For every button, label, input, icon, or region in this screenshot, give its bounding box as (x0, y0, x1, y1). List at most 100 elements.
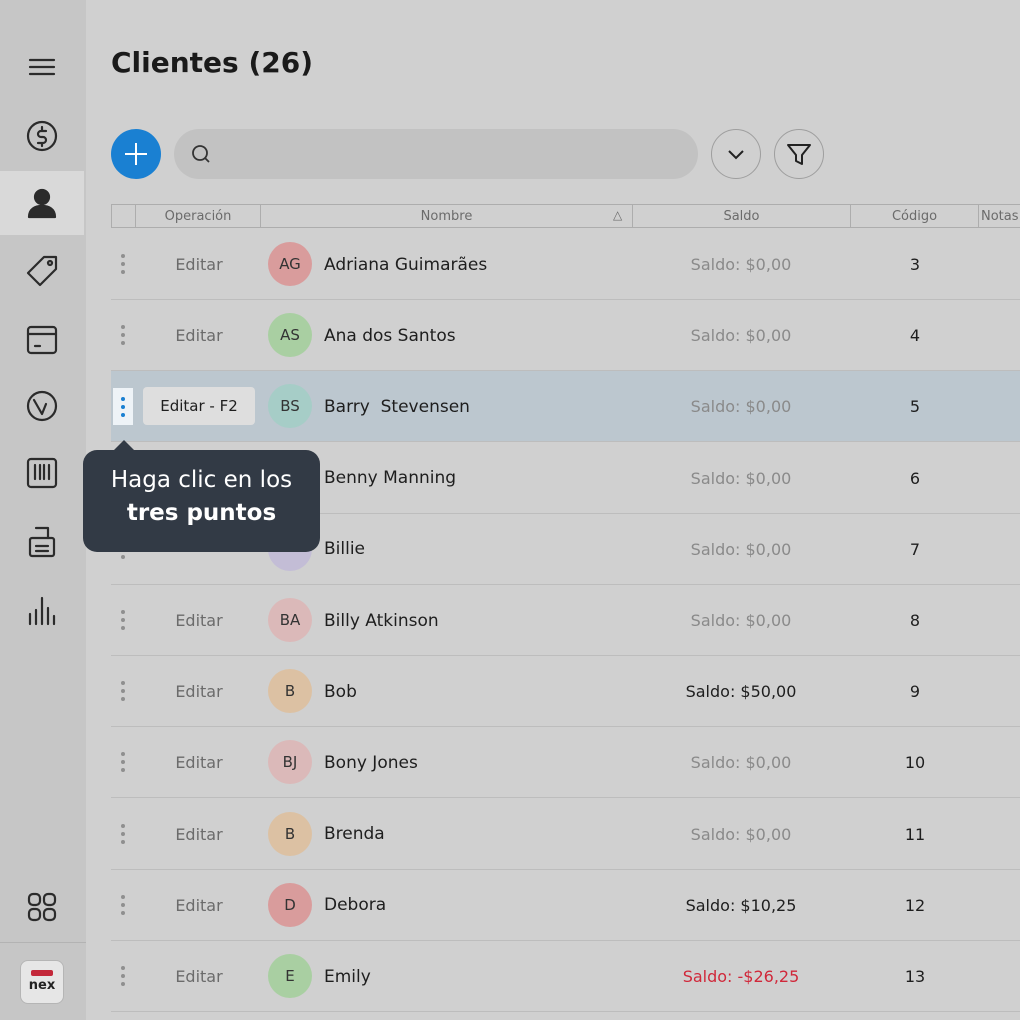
client-name[interactable]: Brenda (324, 824, 385, 845)
menu-dot (121, 270, 125, 274)
menu-dot (121, 341, 125, 346)
edit-button[interactable]: Editar (175, 326, 223, 346)
tooltip: Haga clic en los tres puntos (83, 440, 320, 552)
menu-dot (121, 618, 125, 622)
row-menu-button[interactable] (113, 749, 133, 775)
reports-icon[interactable] (22, 590, 62, 630)
menu-dot (121, 325, 125, 330)
row-menu-button[interactable] (113, 322, 133, 348)
row-menu-button[interactable] (113, 963, 133, 989)
menu-icon[interactable] (22, 47, 62, 87)
divider (0, 942, 86, 943)
balance: Saldo: $0,00 (690, 539, 792, 559)
edit-button[interactable]: Editar (175, 967, 223, 986)
register-icon[interactable] (22, 522, 62, 562)
edit-button[interactable]: Editar (175, 895, 223, 915)
menu-dot (121, 966, 125, 970)
menu-dot (121, 626, 125, 630)
client-name[interactable]: Barry Stevensen (324, 396, 470, 417)
clients-icon[interactable] (22, 184, 62, 224)
table-row[interactable]: Editar BJ Bony Jones Saldo: $0,00 10 (111, 727, 1020, 799)
client-code: 3 (909, 255, 921, 274)
table-row[interactable]: Editar AS Ana dos Santos Saldo: $0,00 4 (111, 300, 1020, 372)
client-code: 8 (909, 611, 921, 630)
logo[interactable]: nex (20, 960, 64, 1004)
menu-dot (121, 405, 125, 410)
client-name[interactable]: Emily (324, 966, 371, 987)
client-name[interactable]: Benny Manning (324, 468, 457, 489)
menu-dot (121, 823, 125, 828)
menu-dot (121, 689, 125, 694)
avatar: E (268, 954, 312, 998)
balance: Saldo: $0,00 (690, 753, 792, 773)
row-menu-button[interactable] (113, 607, 133, 633)
client-name[interactable]: Bony Jones (324, 752, 418, 773)
menu-dot (121, 697, 125, 702)
add-button[interactable] (111, 129, 161, 179)
client-name[interactable]: Ana dos Santos (324, 325, 456, 346)
apps-icon[interactable] (22, 887, 62, 927)
table-row[interactable]: Editar D Debora Saldo: $10,25 12 (111, 870, 1020, 941)
client-name[interactable]: Bob (324, 681, 357, 702)
edit-button[interactable]: Editar - F2 (143, 387, 255, 426)
client-name[interactable]: Billy Atkinson (324, 610, 439, 631)
column-header[interactable]: Operación (136, 204, 261, 228)
column-header[interactable]: Código (851, 204, 979, 228)
logo-mark (31, 970, 53, 976)
filter-button[interactable] (774, 129, 824, 179)
avatar: BA (268, 598, 312, 642)
column-header[interactable]: Saldo (633, 204, 851, 228)
row-menu-button[interactable] (113, 678, 133, 704)
sales-icon[interactable] (22, 116, 62, 156)
edit-button[interactable]: Editar (175, 611, 223, 630)
expand-button[interactable] (711, 129, 761, 179)
client-code: 5 (909, 397, 921, 417)
client-name[interactable]: Debora (324, 895, 387, 916)
table-row[interactable]: Editar E Emily Saldo: -$26,25 13 (111, 941, 1020, 1012)
balance: Saldo: $0,00 (690, 824, 792, 844)
row-menu-button[interactable] (113, 251, 133, 277)
row-menu-button[interactable] (113, 892, 133, 918)
avatar: BS (268, 384, 312, 429)
menu-dot (121, 397, 125, 402)
delivery-icon[interactable] (22, 386, 62, 426)
chevron-icon (728, 150, 744, 160)
menu-dot (121, 894, 125, 899)
table-row[interactable]: Benny Manning Saldo: $0,00 6 (111, 443, 1020, 514)
table-row[interactable]: Editar B Bob Saldo: $50,00 9 (111, 656, 1020, 728)
table-row[interactable]: Editar - F2 BS Barry Stevensen Saldo: $0,00… (111, 371, 1020, 443)
menu-dot (121, 760, 125, 765)
barcode-icon[interactable] (22, 453, 62, 493)
menu-dot (121, 910, 125, 915)
search-box[interactable] (174, 129, 698, 179)
menu-dot (121, 974, 125, 978)
filter-icon (787, 144, 811, 165)
column-header[interactable]: Notas (979, 204, 1020, 228)
client-name[interactable]: Billie (324, 539, 366, 560)
tooltip-text: tres puntos (126, 500, 277, 526)
row-menu-button[interactable] (113, 388, 133, 426)
client-code: 12 (904, 895, 926, 915)
column-header[interactable]: Nombre (261, 204, 633, 228)
balance: Saldo: $0,00 (690, 255, 792, 274)
cash-icon[interactable] (22, 319, 62, 359)
edit-button[interactable]: Editar (175, 255, 223, 274)
balance: Saldo: $0,00 (690, 468, 792, 488)
table-row[interactable]: Editar BA Billy Atkinson Saldo: $0,00 8 (111, 585, 1020, 656)
table-row[interactable]: Editar AG Adriana Guimarães Saldo: $0,00 3 (111, 229, 1020, 300)
menu-dot (121, 413, 125, 418)
menu-dot (121, 262, 125, 266)
client-code: 4 (909, 326, 921, 346)
balance: Saldo: $0,00 (690, 326, 792, 346)
edit-button[interactable]: Editar (175, 824, 223, 844)
menu-dot (121, 752, 125, 757)
client-name[interactable]: Adriana Guimarães (324, 254, 488, 275)
menu-dot (121, 681, 125, 686)
table-row[interactable]: Editar B Brenda Saldo: $0,00 11 (111, 799, 1020, 870)
edit-button[interactable]: Editar (175, 682, 223, 702)
row-menu-button[interactable] (113, 821, 133, 847)
balance: Saldo: $0,00 (690, 611, 792, 630)
products-icon[interactable] (22, 251, 62, 291)
edit-button[interactable]: Editar (175, 753, 223, 773)
tooltip-arrow (114, 440, 134, 450)
